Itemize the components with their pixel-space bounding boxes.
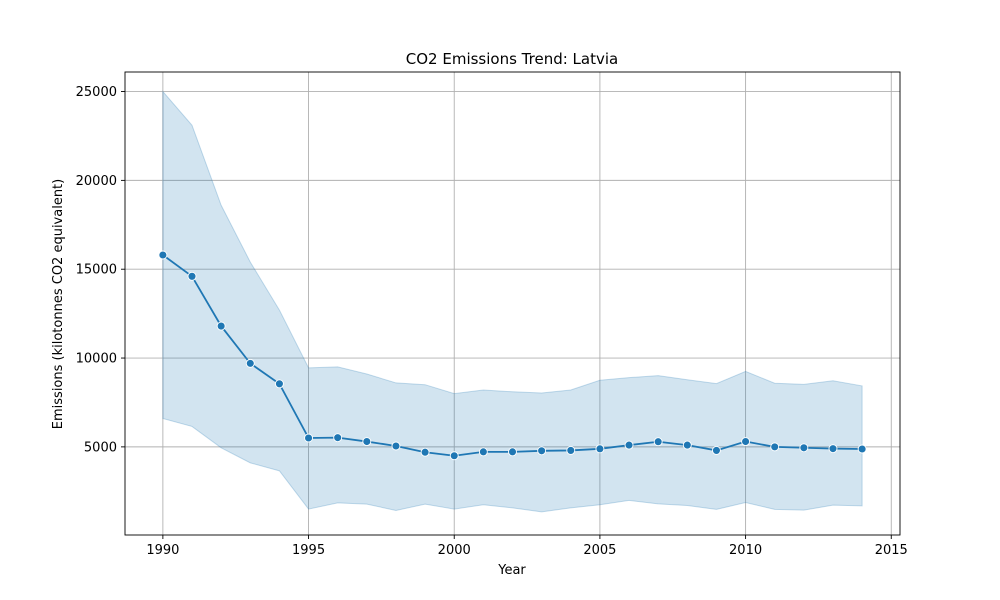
data-points	[158, 250, 867, 461]
y-tick-label: 20000	[76, 174, 117, 189]
data-point	[478, 447, 488, 457]
data-point	[391, 441, 401, 451]
x-axis-label: Year	[497, 563, 526, 578]
data-point	[158, 250, 168, 260]
data-point	[653, 437, 663, 447]
x-tick-label: 2010	[729, 543, 762, 558]
data-point	[333, 433, 343, 443]
y-tick-label: 10000	[76, 352, 117, 367]
data-point	[624, 440, 634, 450]
plot-frame	[124, 71, 901, 536]
data-point	[245, 358, 255, 368]
data-point	[828, 444, 838, 454]
confidence-band	[162, 90, 863, 513]
x-tick-label: 2000	[438, 543, 471, 558]
data-point	[216, 321, 226, 331]
x-tick-label: 1995	[292, 543, 325, 558]
data-point	[420, 447, 430, 457]
data-point	[770, 442, 780, 452]
data-point	[304, 433, 313, 443]
data-point	[712, 445, 721, 455]
data-point	[537, 446, 547, 456]
data-point	[362, 437, 372, 446]
x-tick-label: 2005	[583, 543, 616, 558]
grid	[125, 72, 900, 535]
x-tick-label: 2015	[875, 543, 908, 558]
y-tick-label: 5000	[84, 440, 117, 455]
x-ticks: 1990 1995 2000 2005 2010 2015	[146, 535, 908, 558]
data-point	[508, 447, 517, 457]
data-point	[566, 445, 576, 455]
data-point	[682, 440, 692, 450]
data-point	[187, 271, 197, 281]
y-ticks: 5000 10000 15000 20000 25000	[76, 85, 125, 455]
x-tick-label: 1990	[146, 543, 179, 558]
data-point	[799, 443, 809, 453]
data-point	[449, 451, 459, 461]
y-tick-label: 15000	[76, 263, 117, 278]
data-point	[595, 444, 605, 454]
y-axis-label: Emissions (kilotonnes CO2 equivalent)	[51, 179, 66, 429]
data-point	[274, 379, 284, 389]
chart-title: CO2 Emissions Trend: Latvia	[406, 50, 618, 68]
data-point	[857, 444, 867, 454]
data-point	[741, 437, 751, 446]
y-tick-label: 25000	[76, 85, 117, 100]
